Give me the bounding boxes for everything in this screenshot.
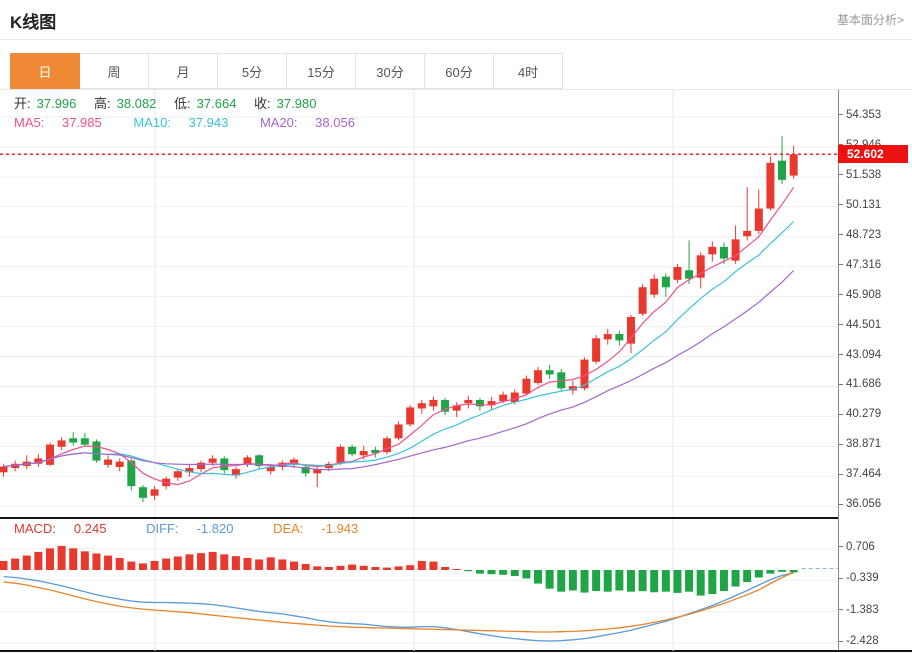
main-y-axis-label: 50.131 — [839, 199, 881, 211]
main-y-axis-label: 47.316 — [839, 259, 881, 271]
tab-4hour[interactable]: 4时 — [493, 53, 563, 89]
tab-5min[interactable]: 5分 — [217, 53, 287, 89]
tab-month[interactable]: 月 — [148, 53, 218, 89]
tab-week[interactable]: 周 — [79, 53, 149, 89]
page-title: K线图 — [10, 13, 57, 32]
main-y-axis-label: 36.056 — [839, 498, 881, 510]
main-y-axis-label: 48.723 — [839, 229, 881, 241]
main-y-axis-label: 45.908 — [839, 289, 881, 301]
price-axis: 54.35352.94651.53850.13148.72347.31645.9… — [838, 90, 912, 650]
main-y-axis-label: 43.094 — [839, 349, 881, 361]
fundamental-analysis-link[interactable]: 基本面分析> — [836, 13, 904, 27]
macd-y-axis-label: -2.428 — [839, 635, 879, 647]
main-y-axis-label: 37.464 — [839, 468, 881, 480]
candlestick-chart-canvas[interactable] — [0, 90, 838, 519]
current-price-tag: 52.602 — [838, 145, 908, 164]
macd-y-axis-label: -1.383 — [839, 604, 879, 616]
period-tabs: 日 周 月 5分 15分 30分 60分 4时 — [10, 53, 912, 89]
main-y-axis-label: 40.279 — [839, 408, 881, 420]
widget-header: K线图 基本面分析> — [0, 0, 912, 40]
macd-chart-canvas[interactable] — [0, 519, 838, 651]
tab-15min[interactable]: 15分 — [286, 53, 356, 89]
chart-area: 54.35352.94651.53850.13148.72347.31645.9… — [0, 89, 912, 652]
main-y-axis-label: 44.501 — [839, 319, 881, 331]
tab-day[interactable]: 日 — [10, 53, 80, 89]
main-y-axis-label: 41.686 — [839, 378, 881, 390]
tab-30min[interactable]: 30分 — [355, 53, 425, 89]
main-y-axis-label: 51.538 — [839, 169, 881, 181]
macd-y-axis-label: 0.706 — [839, 541, 875, 553]
tab-60min[interactable]: 60分 — [424, 53, 494, 89]
main-y-axis-label: 38.871 — [839, 438, 881, 450]
macd-y-axis-label: -0.339 — [839, 572, 879, 584]
main-y-axis-label: 54.353 — [839, 109, 881, 121]
